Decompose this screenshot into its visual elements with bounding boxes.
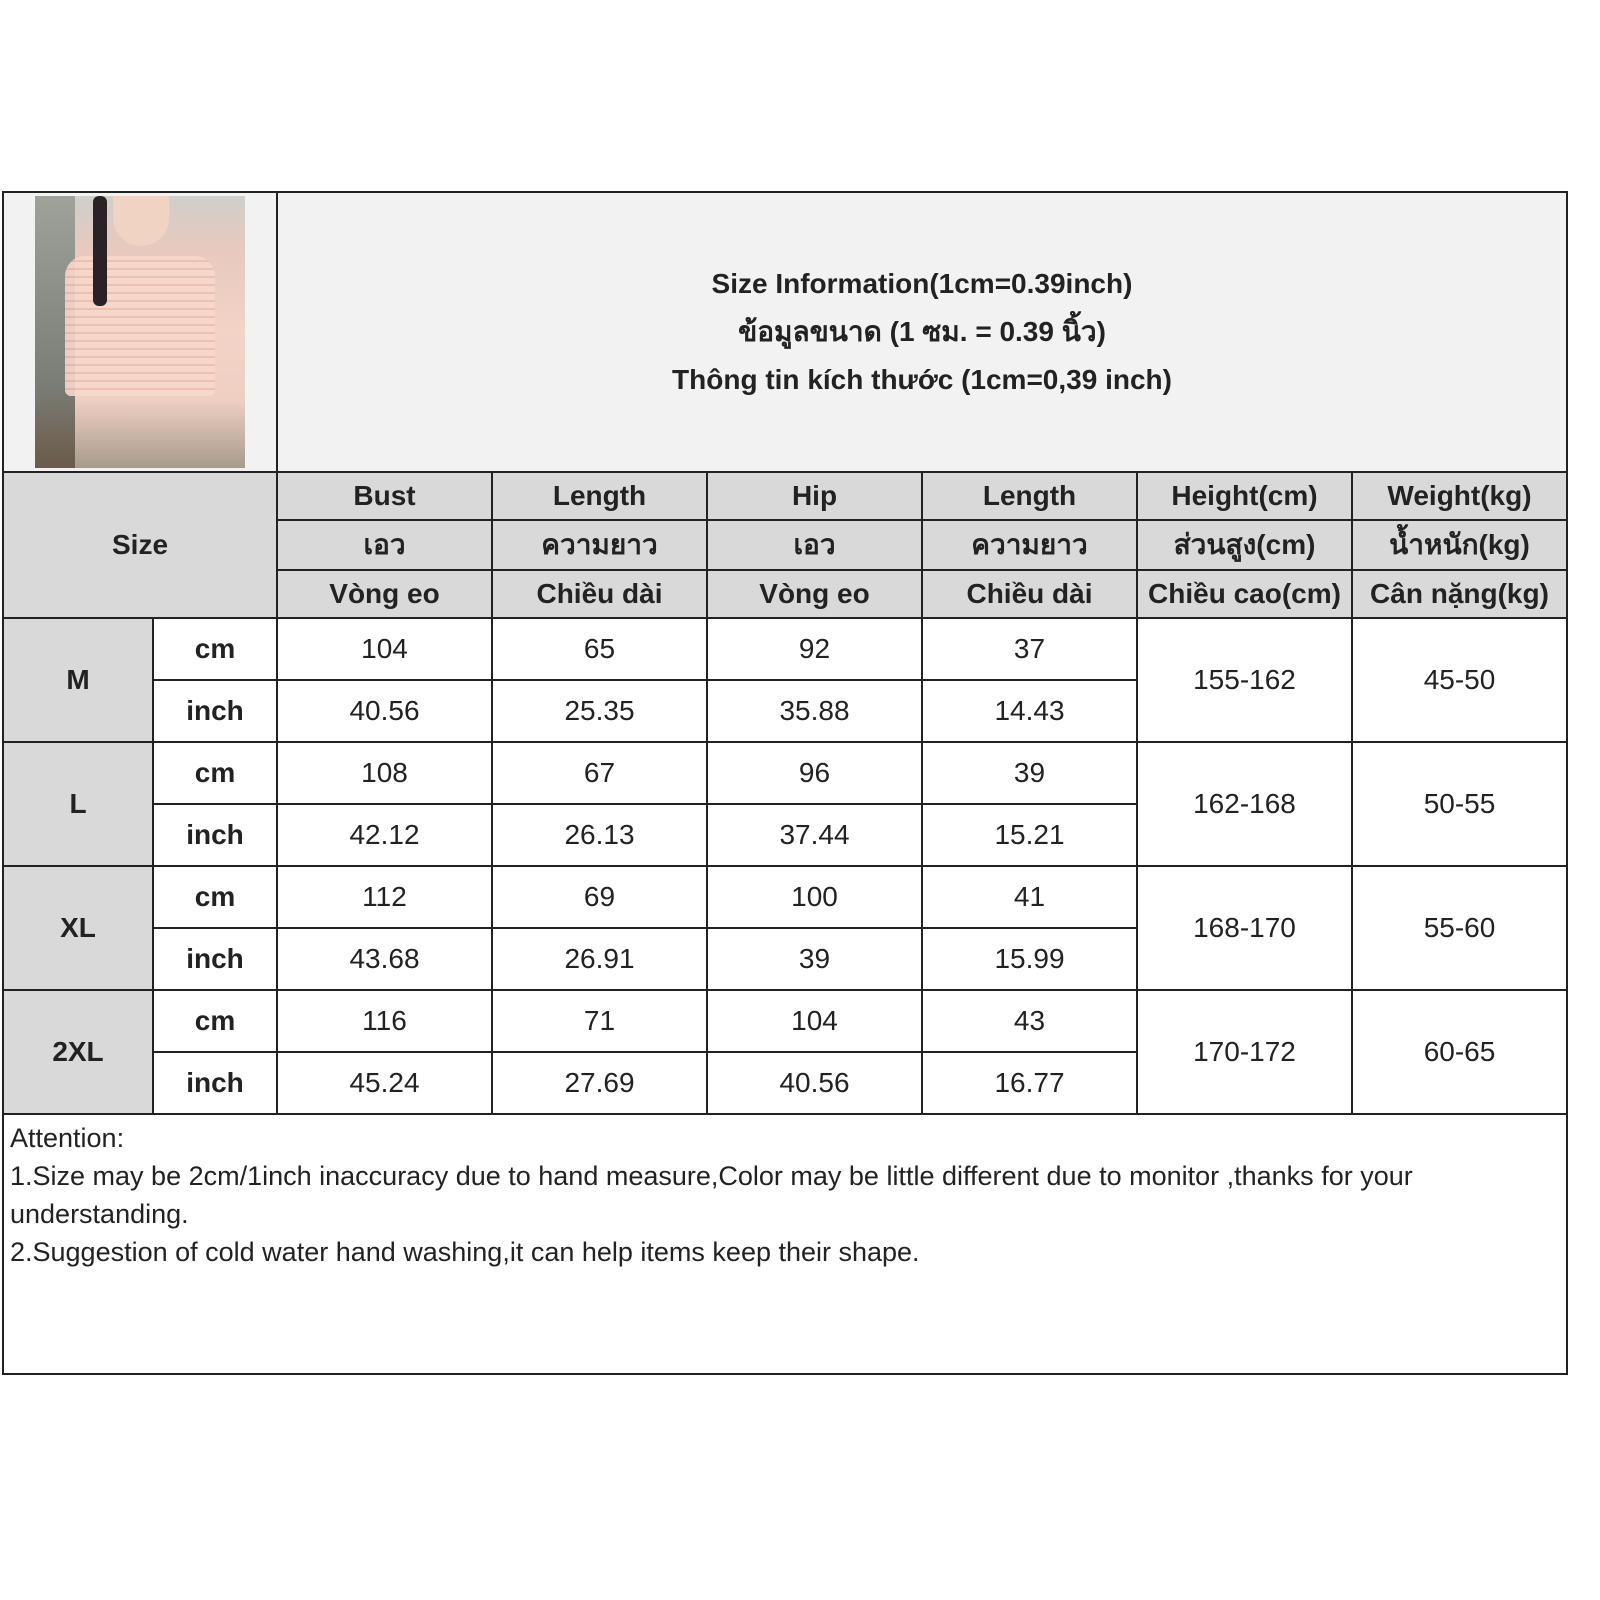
unit-cell: inch [152, 1051, 278, 1115]
size-name-cell: M [2, 617, 154, 743]
measurement-cell: 65 [491, 617, 708, 681]
height-range-cell: 162-168 [1136, 741, 1353, 867]
note-item: 1.Size may be 2cm/1inch inaccuracy due t… [10, 1161, 1413, 1229]
column-header-vi: Chiều dài [921, 569, 1138, 619]
measurement-cell: 104 [276, 617, 493, 681]
height-range-cell: 168-170 [1136, 865, 1353, 991]
unit-cell: cm [152, 989, 278, 1053]
column-header-en: Hip [706, 471, 923, 521]
note-item: 2.Suggestion of cold water hand washing,… [10, 1237, 920, 1267]
column-header-th: เอว [276, 519, 493, 571]
unit-cell: inch [152, 803, 278, 867]
size-name-cell: XL [2, 865, 154, 991]
measurement-cell: 43 [921, 989, 1138, 1053]
column-header-vi: Vòng eo [706, 569, 923, 619]
table-row: inch 42.12 26.13 37.44 15.21 [3, 803, 1567, 867]
measurement-cell: 42.12 [276, 803, 493, 867]
unit-cell: inch [152, 927, 278, 991]
measurement-cell: 15.99 [921, 927, 1138, 991]
measurement-cell: 100 [706, 865, 923, 929]
measurement-cell: 116 [276, 989, 493, 1053]
measurement-cell: 112 [276, 865, 493, 929]
measurement-cell: 25.35 [491, 679, 708, 743]
measurement-cell: 41 [921, 865, 1138, 929]
height-range-cell: 170-172 [1136, 989, 1353, 1115]
column-header-th: น้ำหนัก(kg) [1351, 519, 1568, 571]
measurement-cell: 71 [491, 989, 708, 1053]
table-row: inch 45.24 27.69 40.56 16.77 [3, 1051, 1567, 1115]
column-header-vi: Cân nặng(kg) [1351, 569, 1568, 619]
column-header-vi: Chiều dài [491, 569, 708, 619]
product-photo-cell [2, 191, 278, 473]
table-row: inch 43.68 26.91 39 15.99 [3, 927, 1567, 991]
title-thai: ข้อมูลขนาด (1 ซม. = 0.39 นิ้ว) [738, 316, 1106, 347]
column-header-en: Weight(kg) [1351, 471, 1568, 521]
measurement-cell: 40.56 [706, 1051, 923, 1115]
column-header-vi: Vòng eo [276, 569, 493, 619]
measurement-cell: 92 [706, 617, 923, 681]
weight-range-cell: 55-60 [1351, 865, 1568, 991]
notes-heading: Attention: [10, 1123, 125, 1153]
size-name-cell: L [2, 741, 154, 867]
header-row-vi: Vòng eo Chiều dài Vòng eo Chiều dài Chiều ca… [3, 569, 1568, 619]
measurement-cell: 43.68 [276, 927, 493, 991]
height-range-cell: 155-162 [1136, 617, 1353, 743]
measurement-cell: 67 [491, 741, 708, 805]
column-header-en: Length [921, 471, 1138, 521]
column-header-en: Bust [276, 471, 493, 521]
column-header-en: Height(cm) [1136, 471, 1353, 521]
column-header-vi: Chiều cao(cm) [1136, 569, 1353, 619]
table-row: XL cm 112 69 100 41 168-170 55-60 [2, 865, 1568, 991]
measurement-cell: 39 [706, 927, 923, 991]
measurement-cell: 40.56 [276, 679, 493, 743]
size-chart-table: Size Information(1cm=0.39inch) ข้อมูลขนา… [2, 191, 1568, 1375]
measurement-cell: 104 [706, 989, 923, 1053]
size-name-cell: 2XL [2, 989, 154, 1115]
unit-cell: inch [152, 679, 278, 743]
title-cell: Size Information(1cm=0.39inch) ข้อมูลขนา… [276, 191, 1568, 473]
attention-notes: Attention: 1.Size may be 2cm/1inch inaccu… [2, 1113, 1568, 1375]
column-header-th: ความยาว [921, 519, 1138, 571]
table-row: inch 40.56 25.35 35.88 14.43 [3, 679, 1567, 743]
measurement-cell: 108 [276, 741, 493, 805]
weight-range-cell: 45-50 [1351, 617, 1568, 743]
column-header-th: ส่วนสูง(cm) [1136, 519, 1353, 571]
title-vietnamese: Thông tin kích thước (1cm=0,39 inch) [672, 364, 1172, 395]
measurement-cell: 15.21 [921, 803, 1138, 867]
header-row-en: Size Bust Length Hip Length Height(cm) Weight(… [2, 471, 1568, 619]
table-row: 2XL cm 116 71 104 43 170-172 60-65 [2, 989, 1568, 1115]
measurement-cell: 37.44 [706, 803, 923, 867]
unit-cell: cm [152, 617, 278, 681]
size-header: Size [2, 471, 278, 619]
measurement-cell: 16.77 [921, 1051, 1138, 1115]
product-photo [35, 196, 245, 468]
measurement-cell: 14.43 [921, 679, 1138, 743]
unit-cell: cm [152, 865, 278, 929]
weight-range-cell: 50-55 [1351, 741, 1568, 867]
measurement-cell: 39 [921, 741, 1138, 805]
title-english: Size Information(1cm=0.39inch) [711, 268, 1133, 299]
header-row-th: เอว ความยาว เอว ความยาว ส่วนสูง(cm) น้ำหนัก(k… [3, 519, 1568, 571]
unit-cell: cm [152, 741, 278, 805]
measurement-cell: 37 [921, 617, 1138, 681]
measurement-cell: 69 [491, 865, 708, 929]
measurement-cell: 35.88 [706, 679, 923, 743]
measurement-cell: 45.24 [276, 1051, 493, 1115]
column-header-th: ความยาว [491, 519, 708, 571]
measurement-cell: 27.69 [491, 1051, 708, 1115]
measurement-cell: 96 [706, 741, 923, 805]
measurement-cell: 26.13 [491, 803, 708, 867]
column-header-th: เอว [706, 519, 923, 571]
weight-range-cell: 60-65 [1351, 989, 1568, 1115]
measurement-cell: 26.91 [491, 927, 708, 991]
column-header-en: Length [491, 471, 708, 521]
